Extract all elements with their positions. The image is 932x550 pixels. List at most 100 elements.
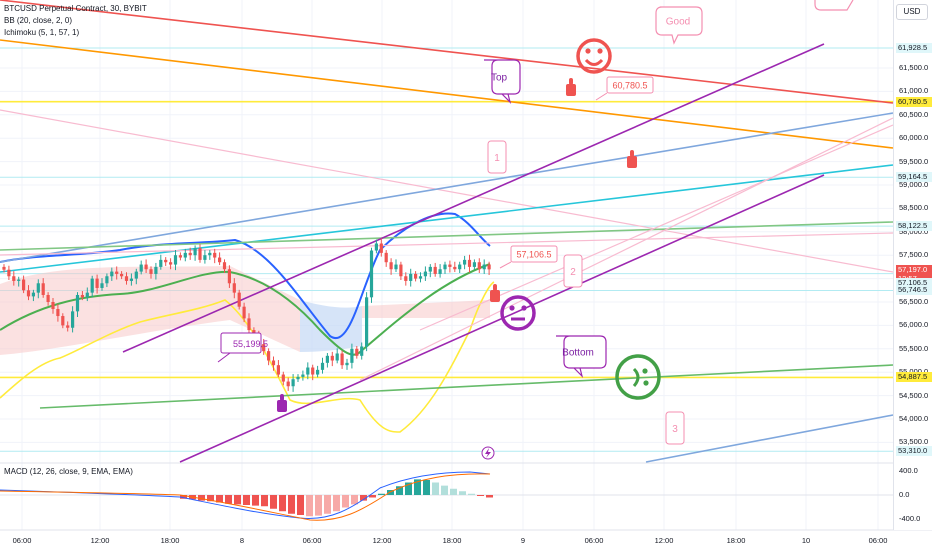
price-tag-55199-tail (217, 352, 231, 363)
candle-body (301, 374, 305, 377)
candle-body (218, 257, 222, 263)
candle-body (2, 266, 6, 270)
candle-body (281, 374, 285, 382)
candle-body (330, 355, 334, 361)
candle-body (320, 362, 325, 370)
macd-bar (387, 490, 394, 495)
thumb-up-icon-2 (490, 284, 500, 302)
candle-body (164, 259, 168, 263)
wave-label-3: 3 (672, 424, 678, 435)
candle-body (22, 279, 26, 291)
time-tick: 18:00 (726, 536, 746, 545)
horizontal-lines (0, 47, 893, 452)
smiley-sad-icon (615, 354, 661, 400)
macd-bar (243, 495, 250, 505)
candle-body (105, 276, 109, 284)
macd-line (0, 471, 491, 519)
green-line-lower (39, 364, 894, 409)
macd-bar (234, 495, 241, 505)
ichimoku-legend[interactable]: Ichimoku (5, 1, 57, 1) (4, 28, 80, 37)
candle-body (183, 252, 187, 258)
candle-body (134, 271, 138, 279)
price-tag-57106-box (510, 245, 558, 263)
candle-body (12, 276, 16, 281)
macd-bar (342, 495, 349, 508)
macd-bar (378, 493, 385, 495)
bb-basis (0, 263, 491, 356)
candle-body (384, 252, 388, 263)
candle-body (56, 309, 60, 317)
candle-body (394, 264, 398, 270)
candle-body (149, 269, 153, 274)
macd-bar (441, 485, 448, 495)
price-tick: 61,000.0 (899, 86, 929, 96)
macd-bar (450, 488, 457, 495)
macd-legend[interactable]: MACD (12, 26, close, 9, EMA, EMA) (4, 467, 133, 476)
price-tag-57106: 57,106.5 (516, 250, 551, 260)
candle-body (110, 271, 114, 277)
candle-body (365, 297, 369, 347)
candle-body (276, 365, 280, 375)
candle-body (115, 271, 119, 274)
bb-legend[interactable]: BB (20, close, 2, 0) (4, 16, 73, 25)
time-tick: 12:00 (654, 536, 674, 545)
candles (2, 238, 491, 392)
time-tick: 06:00 (868, 536, 888, 545)
green-line-upper (0, 221, 894, 251)
candle-body (129, 278, 133, 281)
macd-bar (270, 495, 277, 509)
candle-body (463, 259, 467, 265)
symbol-title[interactable]: BTCUSD Perpetual Contract, 30, BYBIT (4, 4, 147, 13)
candle-body (31, 292, 35, 297)
candle-body (100, 283, 104, 288)
macd-bar (333, 495, 340, 512)
macd-bar (207, 495, 214, 502)
candle-body (120, 273, 124, 277)
candle-body (428, 266, 432, 272)
candle-body (188, 252, 192, 256)
price-tick: 58,500.0 (899, 203, 929, 213)
time-tick: 06:00 (302, 536, 322, 545)
candle-body (482, 264, 486, 270)
macd-bar (315, 495, 322, 516)
price-level-label: 58,122.5 (896, 221, 932, 232)
bottom-label-shape (556, 335, 607, 378)
price-tag-60780-tail (595, 92, 608, 101)
candle-body (374, 243, 378, 251)
candle-body (7, 269, 11, 277)
pink-line-upper (0, 232, 894, 256)
candle-body (213, 252, 217, 258)
candle-body (85, 292, 89, 298)
candle-body (203, 255, 207, 260)
macd-bar (198, 495, 205, 501)
candle-body (443, 264, 447, 270)
price-tick: 56,000.0 (899, 320, 929, 330)
candle-body (154, 266, 158, 274)
bottom-label-text: Bottom (562, 347, 594, 358)
currency-button[interactable]: USD (896, 4, 928, 20)
candle-body (66, 325, 70, 328)
blue-channel-top (0, 112, 894, 263)
candle-body (41, 283, 45, 295)
price-tag-55199: 55,199.5 (233, 339, 268, 349)
time-tick: 9 (520, 536, 526, 545)
candle-body (399, 264, 403, 277)
macd-pane (0, 471, 893, 521)
candle-body (46, 294, 50, 302)
cloud-red-right (362, 300, 490, 318)
macd-bar (423, 480, 430, 495)
candle-body (306, 367, 310, 375)
candle-body (433, 266, 437, 274)
candle-body (340, 353, 344, 366)
macd-bar (405, 482, 412, 495)
price-level-label: 57,106.5 (896, 277, 932, 288)
grid (0, 0, 932, 531)
thumb-up-icon (627, 150, 637, 168)
partial-bubble (814, 0, 854, 11)
price-tick: 55,500.0 (899, 343, 929, 353)
candle-body (144, 264, 148, 270)
good-label-text: Good (666, 16, 690, 27)
price-tick: 59,500.0 (899, 156, 929, 166)
macd-bar (180, 495, 187, 499)
